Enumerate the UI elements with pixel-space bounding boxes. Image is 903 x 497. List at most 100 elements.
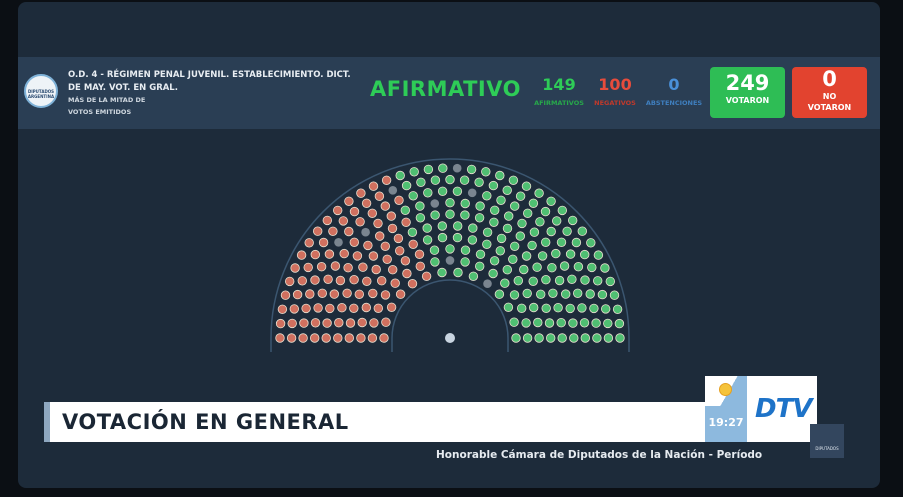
- seat: [603, 318, 613, 329]
- seat: [452, 163, 462, 173]
- seat: [423, 188, 433, 198]
- seat: [593, 276, 603, 286]
- seat: [468, 223, 478, 233]
- seat: [460, 245, 471, 255]
- seat: [299, 318, 309, 328]
- seat: [562, 226, 572, 237]
- seat: [547, 263, 557, 273]
- seat: [508, 254, 518, 264]
- seat: [527, 240, 537, 251]
- seat: [452, 232, 463, 243]
- seat: [573, 288, 583, 299]
- seat: [488, 268, 498, 279]
- seat: [475, 201, 485, 211]
- seat: [401, 217, 411, 228]
- seat: [430, 210, 440, 220]
- seat: [482, 191, 492, 201]
- seat: [537, 251, 548, 261]
- seat: [305, 289, 315, 299]
- seat: [395, 170, 405, 181]
- clock-time: 19:27: [708, 416, 744, 429]
- seat: [354, 289, 365, 300]
- seat: [414, 249, 425, 260]
- bill-title: O.D. 4 - RÉGIMEN PENAL JUVENIL. ESTABLEC…: [68, 70, 351, 93]
- seat: [310, 333, 320, 343]
- seat: [546, 196, 556, 207]
- seat: [513, 276, 524, 286]
- seat: [438, 163, 448, 173]
- seat: [381, 317, 391, 327]
- seat: [297, 276, 308, 286]
- seat: [368, 181, 379, 191]
- seat: [423, 164, 434, 175]
- seat: [445, 244, 455, 254]
- sun-icon: [719, 383, 732, 396]
- seat: [494, 289, 505, 299]
- seat: [301, 303, 311, 314]
- seat: [304, 238, 314, 248]
- seat: [546, 333, 556, 343]
- seat: [388, 265, 398, 275]
- seat: [356, 333, 366, 343]
- seat: [503, 302, 514, 313]
- seat: [612, 304, 623, 315]
- seat: [460, 257, 470, 267]
- diputados-mini-logo: DIPUTADOS: [810, 424, 844, 458]
- seat: [585, 289, 595, 299]
- seat: [510, 241, 520, 252]
- seat: [504, 211, 514, 221]
- seat: [437, 221, 448, 231]
- seat: [317, 288, 328, 299]
- seat: [361, 302, 372, 313]
- seat: [532, 262, 542, 272]
- seat: [421, 271, 432, 282]
- seat: [522, 288, 532, 299]
- seat: [422, 223, 432, 233]
- seat: [339, 248, 349, 259]
- seat: [568, 215, 578, 226]
- seat: [580, 249, 590, 260]
- seat: [362, 276, 372, 287]
- seat: [377, 276, 387, 286]
- seat: [453, 221, 463, 231]
- seat: [474, 177, 484, 188]
- seat: [361, 198, 372, 209]
- seat: [490, 205, 500, 216]
- seat: [344, 226, 354, 237]
- seat: [483, 279, 492, 289]
- no-votaron-box: 0 NO VOTARON: [792, 67, 867, 118]
- seat: [330, 261, 341, 271]
- seat: [589, 303, 599, 314]
- seat: [556, 318, 566, 328]
- seat: [323, 274, 333, 285]
- seat: [316, 262, 327, 272]
- seat: [509, 290, 520, 300]
- seat: [381, 175, 392, 186]
- seat: [577, 226, 588, 236]
- seat: [287, 318, 297, 329]
- seat: [367, 333, 378, 343]
- seat: [567, 274, 577, 285]
- seat: [352, 251, 363, 261]
- seat: [496, 233, 507, 244]
- seat: [534, 333, 544, 343]
- seat: [557, 333, 567, 343]
- abstenciones-count: 0 ABSTENCIONES: [645, 75, 703, 107]
- seat: [401, 180, 412, 191]
- seat: [379, 333, 389, 343]
- seat: [437, 267, 447, 278]
- seat: [363, 240, 373, 251]
- seat: [277, 304, 288, 315]
- seat: [535, 217, 545, 227]
- seat: [556, 237, 567, 248]
- seat: [415, 213, 426, 223]
- ticker-text: Honorable Cámara de Diputados de la Naci…: [436, 449, 763, 461]
- seat: [459, 175, 470, 185]
- seat: [380, 241, 391, 252]
- seat: [355, 217, 365, 227]
- seat: [489, 256, 500, 266]
- seat: [467, 188, 477, 198]
- seat: [592, 333, 602, 343]
- seat: [586, 238, 596, 248]
- seat: [597, 289, 608, 300]
